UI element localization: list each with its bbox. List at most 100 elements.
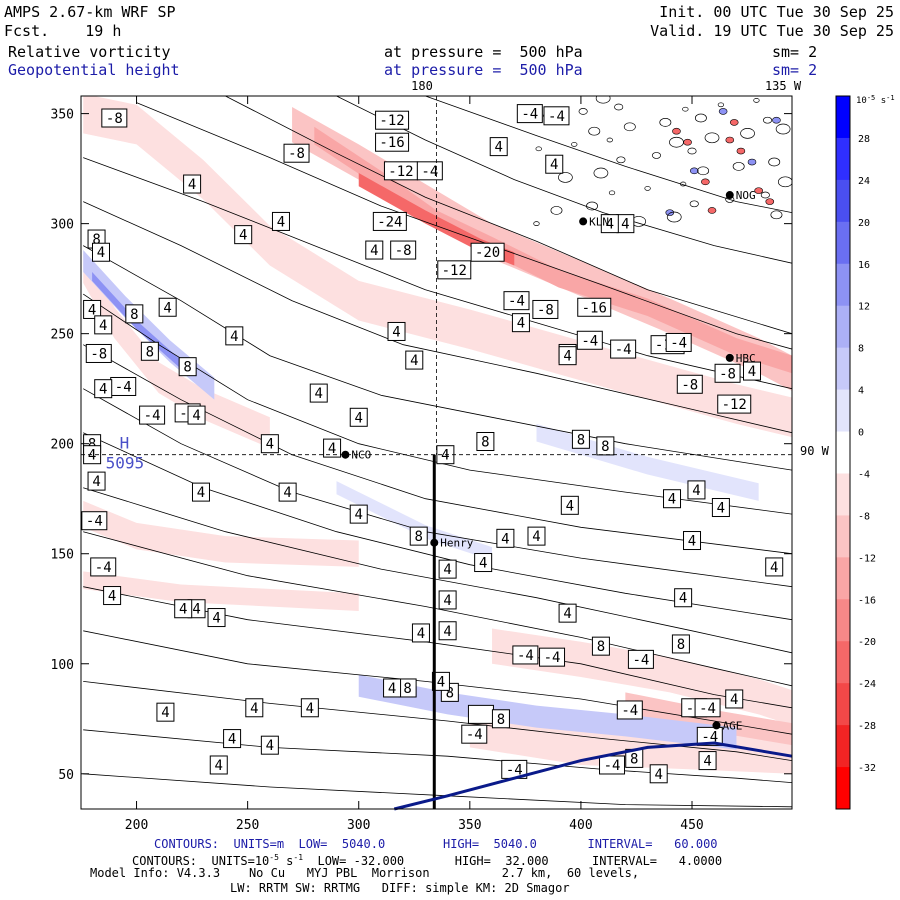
pos-label-60-box	[558, 603, 577, 623]
pos-label-13: 12	[467, 704, 494, 724]
neg-label-7-box	[390, 240, 417, 260]
forecast-label: Fcst. 19 h	[4, 23, 121, 40]
pos-label-36: 4	[405, 350, 424, 370]
neg-label-37-text: -4	[699, 701, 716, 717]
pos-label-25-text: 4	[239, 228, 247, 244]
band-neg-weak-west	[83, 252, 270, 449]
noise-contour-29	[616, 156, 626, 164]
pos-label-53-box	[103, 586, 122, 606]
pos-label-67: 4	[683, 531, 702, 551]
neg-label-33-text: -4	[701, 729, 718, 745]
pos-label-3-box	[178, 357, 197, 377]
pos-label-8: 8	[409, 526, 428, 546]
pos-label-47: 4	[156, 702, 175, 722]
noise-contour-5	[687, 147, 697, 155]
pos-label-18-text: 4	[99, 318, 107, 334]
pos-label-61: 4	[489, 137, 508, 157]
noise-contour-8	[679, 181, 687, 187]
neg-label-14-box	[610, 339, 637, 359]
noise-contour-1	[614, 103, 624, 111]
pos-label-71-box	[649, 764, 668, 784]
contour-line-11	[83, 681, 792, 761]
pos-label-49-text: 4	[212, 611, 220, 627]
contour-line-13	[83, 773, 792, 808]
pos-label-28-text: 4	[230, 329, 238, 345]
pos-label-76: 4	[545, 154, 564, 174]
neg-label-19-text: -12	[722, 397, 747, 413]
pos-label-75: 4	[743, 361, 762, 381]
neg-label-33-box	[696, 726, 723, 746]
colorbar-level--8: -8	[858, 511, 870, 522]
lon-180-label: 180	[411, 79, 433, 93]
noise-contour-31	[777, 176, 792, 188]
noise-contour-13	[578, 108, 588, 115]
pos-label-36-text: 4	[410, 353, 418, 369]
noise-contour-3	[775, 123, 791, 135]
neg-label-20-box	[85, 343, 112, 363]
pos-label-36-box	[405, 350, 424, 370]
pos-label-33: 4	[349, 407, 368, 427]
pos-label-48-box	[260, 735, 279, 755]
colorbar-swatch-11	[836, 557, 850, 600]
pos-label-70-box	[765, 557, 784, 577]
footer-vort-unit: s	[278, 854, 294, 868]
contour-line-7	[83, 487, 792, 654]
noise-blob-9	[689, 167, 699, 175]
colorbar-level--20: -20	[858, 637, 876, 648]
neg-label-2-text: -16	[379, 135, 404, 151]
noise-contour-39	[669, 136, 684, 148]
colorbar-swatch-13	[836, 641, 850, 684]
pos-label-77-text: 4	[606, 217, 614, 233]
pos-label-26-box	[271, 211, 290, 231]
pos-label-49: 4	[207, 608, 226, 628]
neg-label-9-text: -12	[442, 263, 467, 279]
model-title: AMPS 2.67-km WRF SP	[4, 3, 176, 21]
pos-label-20-text: 4	[88, 448, 96, 464]
pos-label-29-box	[191, 482, 210, 502]
footer-vort-prefix: CONTOURS: UNITS=10	[132, 854, 270, 868]
neg-label-26-text: -4	[521, 107, 538, 123]
pos-label-49-box	[207, 608, 226, 628]
noise-contour-14	[659, 118, 672, 127]
pos-label-69-text: 4	[730, 692, 738, 708]
noise-contour-9	[760, 191, 770, 199]
pos-label-64-text: 4	[668, 492, 676, 508]
pos-label-61-text: 4	[494, 140, 502, 156]
pos-label-74: 4	[616, 214, 635, 234]
neg-label-5: -4	[416, 161, 443, 181]
neg-label-27: -4	[543, 106, 570, 126]
footer-model-info: Model Info: V4.3.3 No Cu MYJ PBL Morriso…	[90, 866, 640, 880]
colorbar-level-20: 20	[858, 218, 870, 229]
pos-label-9-box	[591, 636, 610, 656]
y-tick-label-150: 150	[51, 548, 74, 563]
noise-contour-6	[768, 157, 781, 167]
footer-vort-exp2: -1	[293, 853, 304, 862]
neg-label-19-box	[717, 394, 752, 414]
neg-label-12: -16	[577, 297, 612, 317]
pos-label-1: 8	[125, 304, 144, 324]
colorbar-level-0: 0	[858, 428, 864, 439]
neg-label-16: -4	[665, 332, 692, 352]
neg-label-7-text: -8	[395, 243, 412, 259]
pos-label-55-text: 4	[179, 602, 187, 618]
neg-label-10: -4	[503, 291, 530, 311]
noise-contour-24	[717, 102, 725, 108]
station-dot-hbc	[725, 353, 734, 362]
pos-label-75-text: 4	[748, 364, 756, 380]
pos-label-40-box	[438, 590, 457, 610]
neg-label-30-text: -4	[632, 652, 649, 668]
noise-contour-36	[682, 106, 689, 112]
colorbar-level-28: 28	[858, 134, 870, 145]
neg-label-25-text: -4	[95, 560, 112, 576]
pos-label-1-box	[125, 304, 144, 324]
pos-label-65-box	[687, 480, 706, 500]
coastline	[393, 741, 793, 811]
pos-label-55-box	[174, 599, 193, 619]
pos-label-72-text: 4	[703, 754, 711, 770]
pos-label-22-text: 4	[163, 300, 171, 316]
pos-label-10-text: 8	[677, 637, 685, 653]
station-dot-nco	[341, 450, 350, 459]
neg-label-1: -12	[375, 110, 410, 130]
pos-label-47-box	[156, 702, 175, 722]
